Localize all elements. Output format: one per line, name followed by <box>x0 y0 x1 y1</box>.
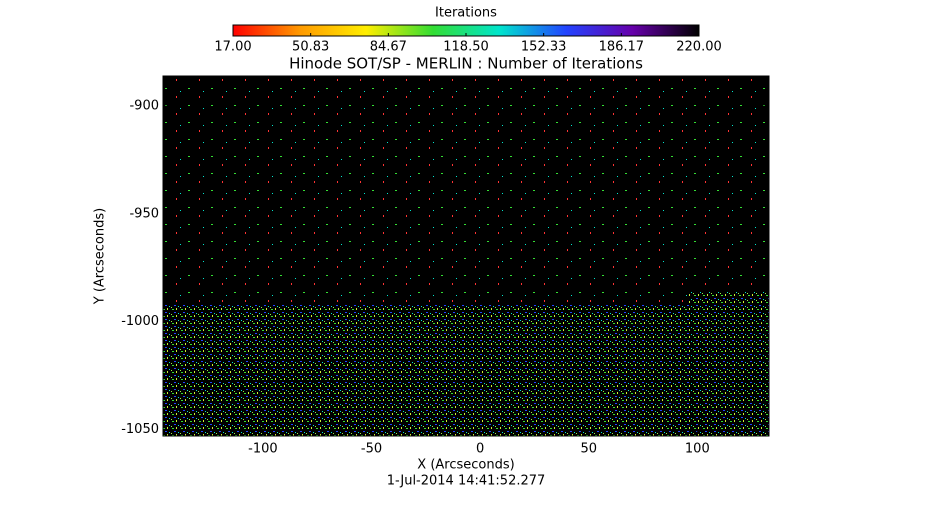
x-tick-label: 100 <box>685 442 710 457</box>
colorbar-tick-label: 118.50 <box>443 40 489 55</box>
x-axis-label: X (Arcseconds) <box>417 458 514 473</box>
x-tick-label: -100 <box>248 442 278 457</box>
y-tick-label: -900 <box>129 99 159 114</box>
x-tick-label: 50 <box>580 442 597 457</box>
y-axis-label: Y (Arcseconds) <box>93 208 108 305</box>
y-tick-label: -1000 <box>121 314 159 329</box>
footer-timestamp: 1-Jul-2014 14:41:52.277 <box>387 474 546 489</box>
y-tick-label: -950 <box>129 206 159 221</box>
colorbar-tick-label: 84.67 <box>370 40 407 55</box>
x-tick-label: -50 <box>361 442 382 457</box>
image-lower <box>163 305 769 436</box>
colorbar-tick-label: 17.00 <box>214 40 251 55</box>
colorbar-tick-label: 220.00 <box>676 40 722 55</box>
colorbar-tick-label: 50.83 <box>292 40 329 55</box>
colorbar-title: Iterations <box>435 6 497 21</box>
chart-title: Hinode SOT/SP - MERLIN : Number of Itera… <box>289 55 643 73</box>
image-patch <box>689 292 769 306</box>
x-tick-label: 0 <box>476 442 484 457</box>
colorbar-tick-label: 186.17 <box>599 40 645 55</box>
y-tick-label: -1050 <box>121 422 159 437</box>
colorbar-tick-label: 152.33 <box>521 40 567 55</box>
plot-frame <box>162 75 770 437</box>
